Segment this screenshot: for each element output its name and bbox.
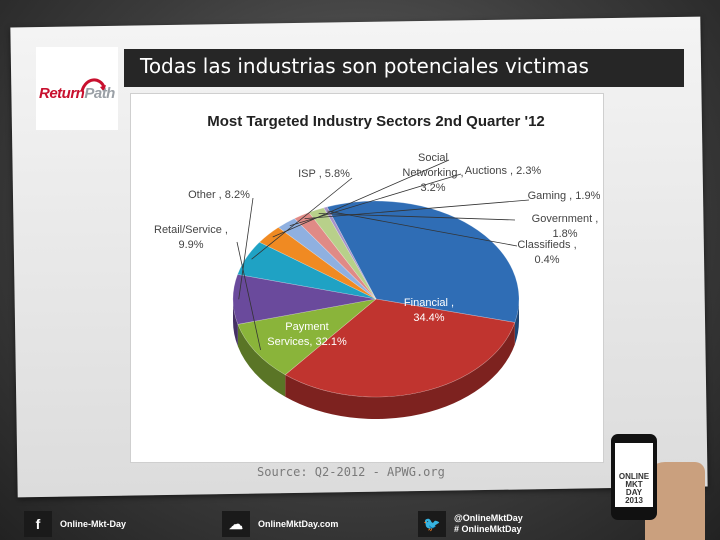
facebook-icon: f <box>24 511 52 537</box>
leader-line-gaming <box>304 199 530 220</box>
slice-label-auctions: Auctions , 2.3% <box>465 165 542 177</box>
logo-text: ReturnPath <box>39 85 115 102</box>
slice-label-classifieds: Classifieds , 0.4% <box>517 239 576 266</box>
slice-label-isp: ISP , 5.8% <box>298 168 350 180</box>
footer-twitter[interactable]: 🐦 @OnlineMktDay # OnlineMktDay <box>418 511 523 537</box>
slice-other <box>232 274 377 325</box>
footer-facebook[interactable]: f Online-Mkt-Day <box>24 511 127 537</box>
pie-chart: Most Targeted Industry Sectors 2nd Quart… <box>154 113 601 419</box>
leader-line-other <box>238 197 254 300</box>
slice-label-financial: Financial , 34.4% <box>404 297 454 324</box>
slice-financial <box>326 200 520 323</box>
slice-side-other <box>233 299 238 347</box>
twitter-handle: @OnlineMktDay <box>454 513 523 523</box>
leader-line-social-networking <box>272 159 450 238</box>
title-bar: Todas las industrias son potenciales vic… <box>124 49 684 87</box>
leader-line-isp <box>251 177 353 260</box>
footer: f Online-Mkt-Day ☁ OnlineMktDay.com 🐦 @O… <box>0 506 720 540</box>
phone-brand: ONLINE MKT DAY 2013 <box>618 472 650 505</box>
logo-swoosh-icon <box>80 78 106 92</box>
website-label: OnlineMktDay.com <box>258 519 339 529</box>
leader-line-classifieds <box>327 210 518 247</box>
leader-line-government <box>318 213 516 221</box>
slice-auctions <box>277 218 377 300</box>
slice-retail-service <box>237 298 378 376</box>
chart-title: Most Targeted Industry Sectors 2nd Quart… <box>207 113 545 130</box>
returnpath-logo: ReturnPath <box>36 47 118 130</box>
slice-payment-services <box>284 298 516 398</box>
source-caption: Source: Q2-2012 - APWG.org <box>257 465 445 479</box>
phone-screen: ONLINE MKT DAY 2013 <box>615 443 653 507</box>
chart-frame: Most Targeted Industry Sectors 2nd Quart… <box>130 93 604 463</box>
slice-label-government: Government , 1.8% <box>532 213 599 240</box>
slice-label-other: Other , 8.2% <box>188 189 250 201</box>
slice-social-networking <box>258 227 377 300</box>
footer-website[interactable]: ☁ OnlineMktDay.com <box>222 511 339 537</box>
twitter-icon: 🐦 <box>418 511 446 537</box>
slice-label-retail-service: Retail/Service , 9.9% <box>154 224 228 251</box>
slice-label-payment-services: Payment Services, 32.1% <box>267 321 347 348</box>
phone-illustration: ONLINE MKT DAY 2013 <box>611 434 657 520</box>
slice-isp <box>237 241 377 300</box>
leader-line-retail-service <box>236 241 261 351</box>
facebook-label: Online-Mkt-Day <box>60 519 127 529</box>
slice-side-payment-services <box>285 322 515 419</box>
slide-title: Todas las industrias son potenciales vic… <box>140 54 589 78</box>
cloud-icon: ☁ <box>222 511 250 537</box>
slice-label-gaming: Gaming , 1.9% <box>528 190 601 202</box>
slice-side-financial <box>514 299 519 345</box>
slice-label-social-networking: Social Networking , 3.2% <box>402 152 463 194</box>
twitter-hashtag: # OnlineMktDay <box>454 524 522 534</box>
slice-side-retail-service <box>237 324 286 397</box>
slice-classifieds <box>323 206 377 300</box>
